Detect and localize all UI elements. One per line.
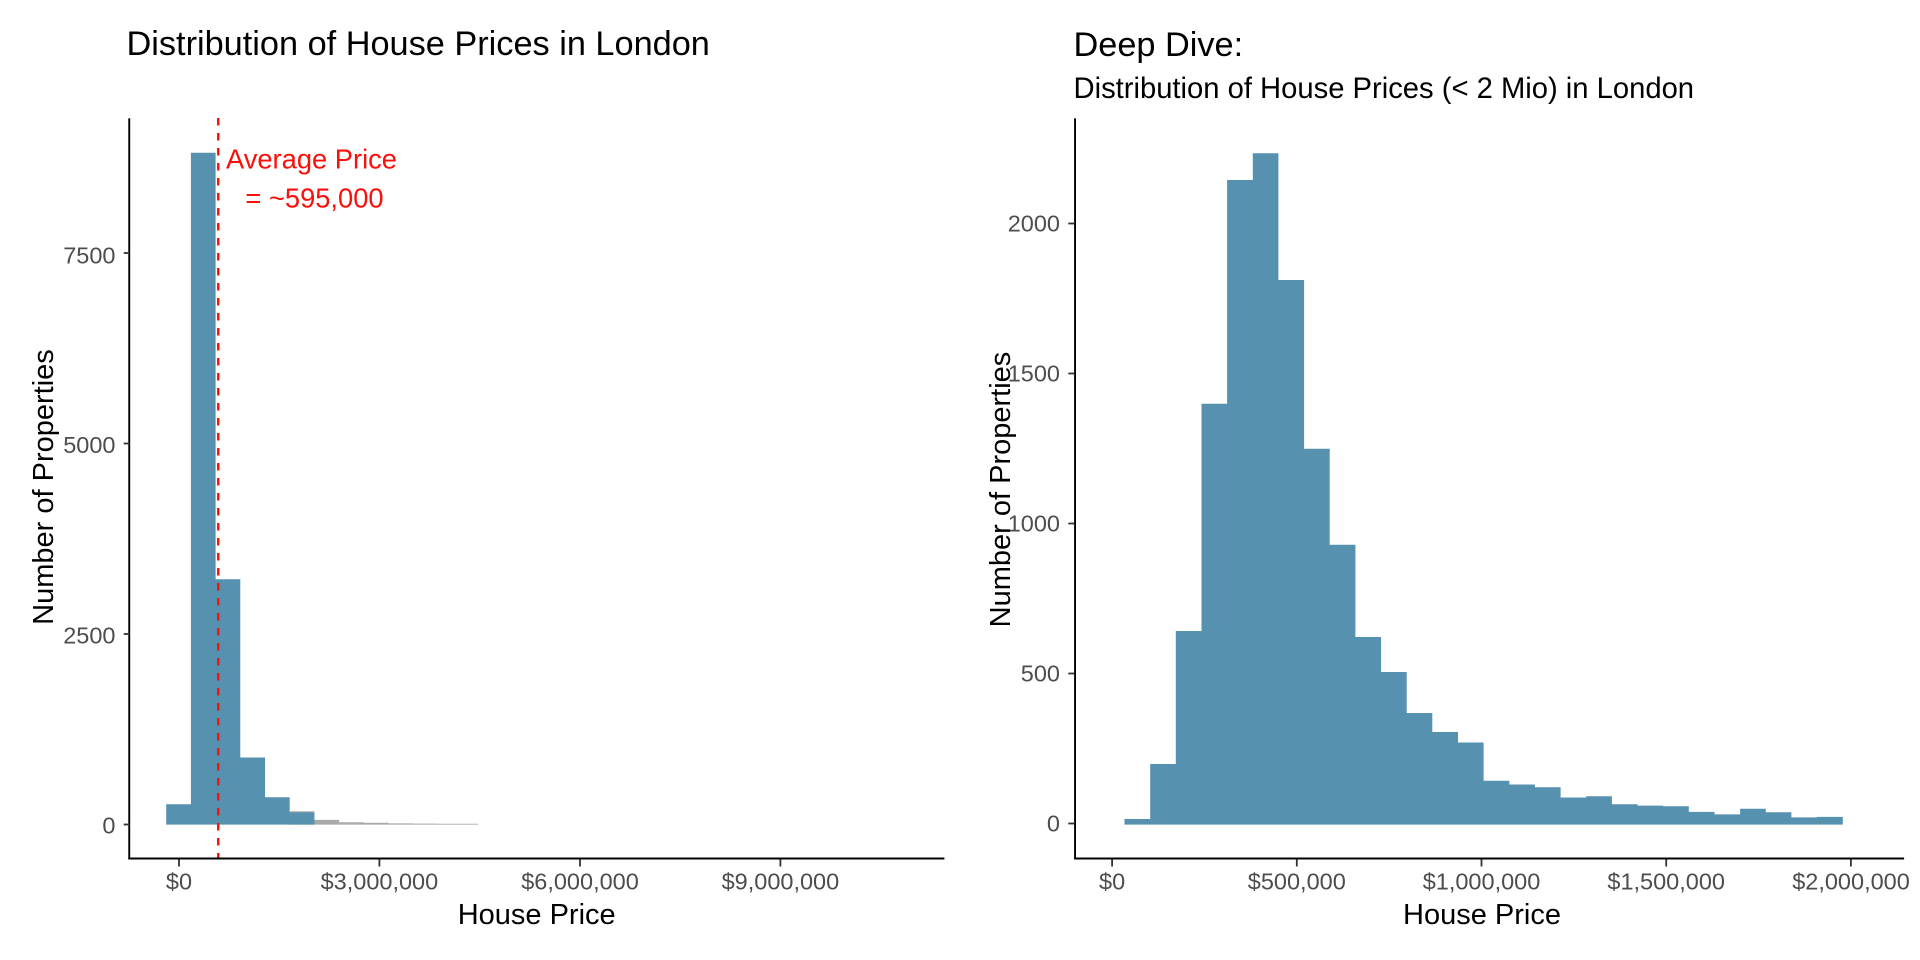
svg-text:$0: $0	[166, 869, 192, 895]
svg-text:Number of Properties: Number of Properties	[985, 352, 1017, 628]
svg-text:500: 500	[1021, 661, 1060, 687]
svg-text:$1,000,000: $1,000,000	[1423, 869, 1541, 895]
svg-text:$2,000,000: $2,000,000	[1792, 869, 1910, 895]
svg-text:Distribution of House Prices i: Distribution of House Prices in London	[127, 25, 710, 63]
svg-text:0: 0	[1047, 811, 1060, 837]
svg-text:5000: 5000	[63, 432, 115, 458]
svg-text:Distribution of House Prices (: Distribution of House Prices (< 2 Mio) i…	[1074, 73, 1695, 105]
svg-text:$500,000: $500,000	[1248, 869, 1346, 895]
svg-text:Average Price: Average Price	[226, 143, 397, 174]
svg-text:$3,000,000: $3,000,000	[321, 869, 439, 895]
svg-text:= ~595,000: = ~595,000	[245, 182, 383, 213]
svg-text:Number of Properties: Number of Properties	[28, 349, 60, 625]
svg-text:$6,000,000: $6,000,000	[521, 869, 639, 895]
svg-text:$9,000,000: $9,000,000	[722, 869, 840, 895]
svg-text:Deep Dive:: Deep Dive:	[1074, 26, 1244, 64]
svg-text:1500: 1500	[1008, 361, 1060, 387]
svg-text:$1,500,000: $1,500,000	[1607, 869, 1725, 895]
svg-text:House Price: House Price	[1403, 899, 1561, 931]
svg-text:$0: $0	[1099, 869, 1125, 895]
svg-text:House Price: House Price	[458, 899, 616, 931]
svg-text:0: 0	[102, 813, 115, 839]
svg-text:7500: 7500	[63, 243, 115, 269]
svg-text:2000: 2000	[1008, 211, 1060, 237]
svg-text:2500: 2500	[63, 623, 115, 649]
svg-text:1000: 1000	[1008, 511, 1060, 537]
